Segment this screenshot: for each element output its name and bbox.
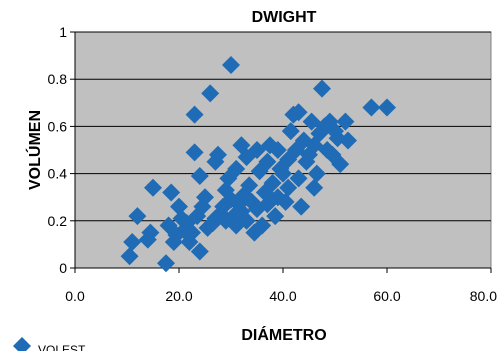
data-point: [331, 155, 350, 174]
data-point: [279, 178, 298, 197]
data-point: [209, 145, 227, 164]
data-point: [141, 223, 160, 242]
data-point: [292, 197, 311, 216]
y-tick-label: 0.8: [48, 71, 68, 87]
data-point: [268, 141, 287, 159]
data-point: [190, 166, 209, 185]
data-point: [157, 254, 175, 273]
axes: [70, 31, 492, 273]
x-tick-label: 0.0: [65, 288, 85, 304]
x-tick-label: 20.0: [165, 288, 192, 304]
data-points: [120, 56, 396, 273]
y-tick-label: 0.2: [48, 213, 68, 229]
x-tick-label: 40.0: [269, 288, 296, 304]
chart-title: DWIGHT: [252, 9, 317, 26]
y-axis-label: VOLÚMEN: [25, 110, 44, 190]
data-point: [336, 112, 355, 131]
data-point: [162, 183, 181, 202]
data-point: [281, 122, 300, 141]
y-tick-label: 0.6: [48, 118, 68, 134]
legend: VOLEST: [13, 337, 86, 351]
data-point: [307, 164, 326, 183]
data-point: [128, 207, 147, 226]
data-point: [201, 84, 220, 103]
data-point: [222, 56, 240, 75]
y-tick-label: 1: [59, 24, 67, 40]
x-tick-label: 80.0: [470, 288, 497, 304]
data-point: [253, 216, 272, 235]
diamond-icon: [13, 337, 31, 351]
data-point: [240, 176, 259, 195]
data-point: [305, 178, 324, 197]
data-point: [190, 242, 209, 261]
x-tick-label: 60.0: [373, 288, 400, 304]
data-point: [276, 192, 295, 211]
data-point: [170, 197, 188, 216]
data-point: [263, 174, 282, 193]
data-point: [120, 247, 139, 266]
x-axis-label: DIÁMETRO: [241, 325, 326, 344]
data-point: [123, 233, 142, 252]
data-point: [227, 159, 246, 178]
data-point: [258, 152, 277, 171]
data-point: [196, 188, 214, 207]
data-point: [144, 178, 162, 197]
data-point: [289, 103, 308, 122]
y-tick-label: 0: [59, 260, 67, 276]
data-point: [289, 169, 308, 188]
data-point: [237, 211, 256, 230]
data-point: [362, 98, 381, 117]
data-point: [378, 98, 396, 117]
data-point: [313, 79, 331, 98]
data-point: [310, 124, 329, 143]
data-point: [274, 164, 292, 183]
legend-label: VOLEST: [38, 343, 86, 351]
data-point: [185, 105, 204, 124]
data-point: [183, 223, 201, 242]
tick-labels: 0 0.2 0.4 0.6 0.8 1 0.0 20.0 40.0 60.0 80.0: [48, 24, 498, 304]
data-point: [185, 143, 204, 162]
data-point: [339, 131, 357, 150]
data-point: [266, 207, 285, 226]
y-tick-label: 0.4: [48, 166, 68, 182]
